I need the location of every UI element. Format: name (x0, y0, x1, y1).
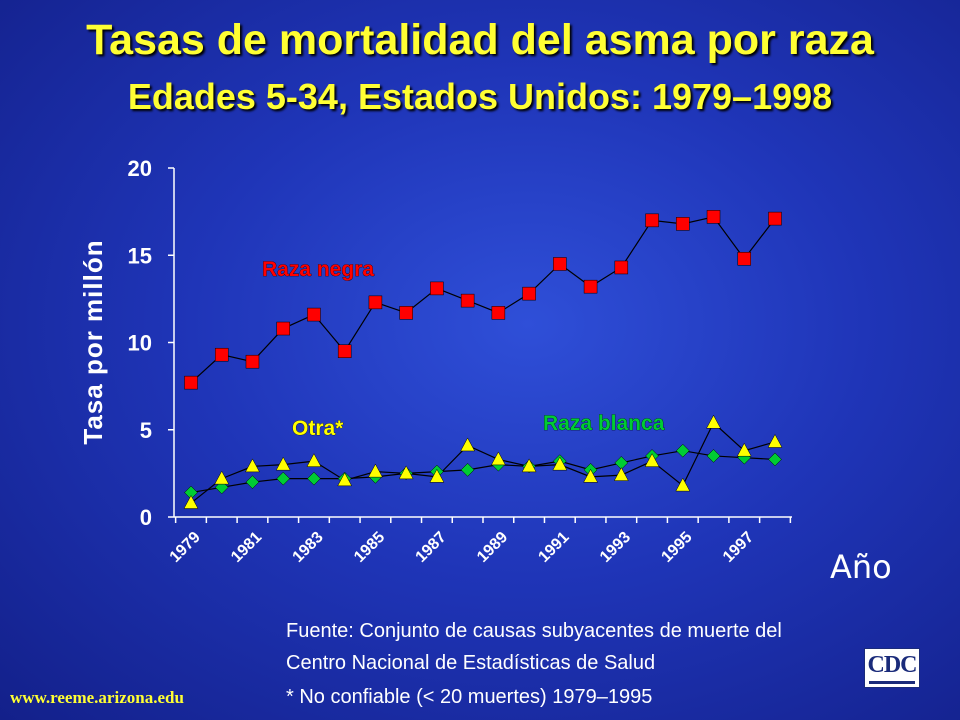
label-raza-negra: Raza negra (262, 258, 374, 281)
data-point-otra (583, 468, 598, 483)
x-tick-label: 1997 (720, 529, 757, 566)
data-point-raza-negra (522, 286, 536, 301)
data-point-raza-blanca (276, 471, 291, 486)
footnote: * No confiable (< 20 muertes) 1979–1995 (286, 686, 653, 708)
data-point-otra (275, 456, 291, 471)
x-tick-label: 1995 (658, 529, 695, 566)
x-tick-label: 1983 (290, 529, 327, 566)
chart-labels: Tasa por millón Año Raza negra Raza blanca O… (78, 239, 892, 586)
data-point-raza-negra (645, 213, 659, 228)
data-point-otra (183, 495, 199, 509)
data-point-otra (767, 433, 783, 448)
data-point-otra (706, 414, 721, 429)
data-point-otra (429, 468, 445, 483)
cdc-logo: CDC (864, 648, 920, 688)
data-point-raza-negra (276, 321, 290, 336)
y-tick-label: 15 (128, 243, 152, 268)
data-point-otra (245, 458, 260, 473)
x-tick-label: 1989 (474, 529, 511, 566)
data-point-raza-negra (184, 375, 198, 390)
data-point-raza-negra (399, 306, 413, 320)
y-tick-label: 20 (128, 156, 152, 181)
data-point-raza-negra (614, 260, 629, 275)
data-point-raza-negra (430, 281, 444, 296)
series-markers (183, 210, 783, 509)
label-otra: Otra* (292, 417, 344, 440)
data-point-raza-blanca (768, 452, 782, 467)
source-line-2: Centro Nacional de Estadísticas de Salud (286, 652, 656, 674)
data-point-raza-negra (768, 211, 782, 226)
data-point-raza-negra (307, 307, 321, 322)
data-point-raza-negra (214, 347, 229, 362)
data-point-raza-negra (583, 279, 598, 294)
data-point-raza-negra (245, 354, 260, 369)
x-tick-label: 1993 (597, 529, 634, 566)
chart-subtitle: Edades 5-34, Estados Unidos: 1979–1998 (127, 76, 833, 117)
x-tick-label: 1979 (167, 529, 204, 566)
y-tick-label: 0 (140, 505, 152, 530)
data-point-otra (460, 437, 476, 452)
data-point-raza-blanca (307, 471, 321, 486)
cdc-logo-text: CDC (867, 652, 918, 678)
data-point-raza-blanca (245, 475, 260, 489)
data-point-otra (644, 453, 660, 467)
data-point-otra (490, 451, 506, 466)
data-point-raza-negra (337, 344, 352, 358)
data-point-otra (521, 458, 537, 473)
series-line-triangle (190, 421, 776, 504)
x-tick-label: 1991 (535, 529, 572, 566)
source-line-1: Fuente: Conjunto de causas subyacentes d… (286, 620, 782, 642)
x-tick-label: 1987 (413, 529, 450, 566)
data-point-raza-negra (368, 295, 383, 310)
data-point-raza-blanca (675, 443, 690, 458)
y-tick-label: 5 (140, 418, 152, 443)
data-point-otra (306, 453, 322, 467)
data-point-raza-negra (491, 306, 506, 320)
chart-title: Tasas de mortalidad del asma por raza (86, 16, 874, 64)
data-point-otra (337, 472, 353, 487)
data-point-otra (398, 465, 414, 480)
x-axis-title: Año (830, 548, 892, 586)
website-link[interactable]: www.reeme.arizona.edu (10, 688, 184, 707)
data-point-raza-negra (553, 257, 567, 271)
series-line-square (190, 216, 776, 384)
data-point-raza-negra (706, 210, 721, 224)
data-point-raza-negra (460, 293, 475, 308)
label-raza-blanca: Raza blanca (543, 412, 665, 435)
x-tick-label: 1985 (351, 529, 388, 566)
data-point-otra (613, 467, 629, 481)
data-point-otra (368, 463, 383, 478)
data-point-raza-negra (737, 251, 752, 266)
data-point-otra (736, 442, 752, 457)
data-point-raza-blanca (460, 463, 475, 477)
data-point-raza-blanca (706, 449, 721, 463)
x-tick-label: 1981 (228, 529, 265, 566)
data-point-raza-negra (676, 217, 690, 231)
data-point-otra (675, 477, 691, 492)
y-axis-title: Tasa por millón (78, 239, 108, 444)
data-point-otra (552, 456, 568, 471)
y-tick-label: 10 (128, 331, 152, 356)
cdc-logo-bar (869, 681, 915, 684)
data-point-otra (214, 470, 230, 485)
